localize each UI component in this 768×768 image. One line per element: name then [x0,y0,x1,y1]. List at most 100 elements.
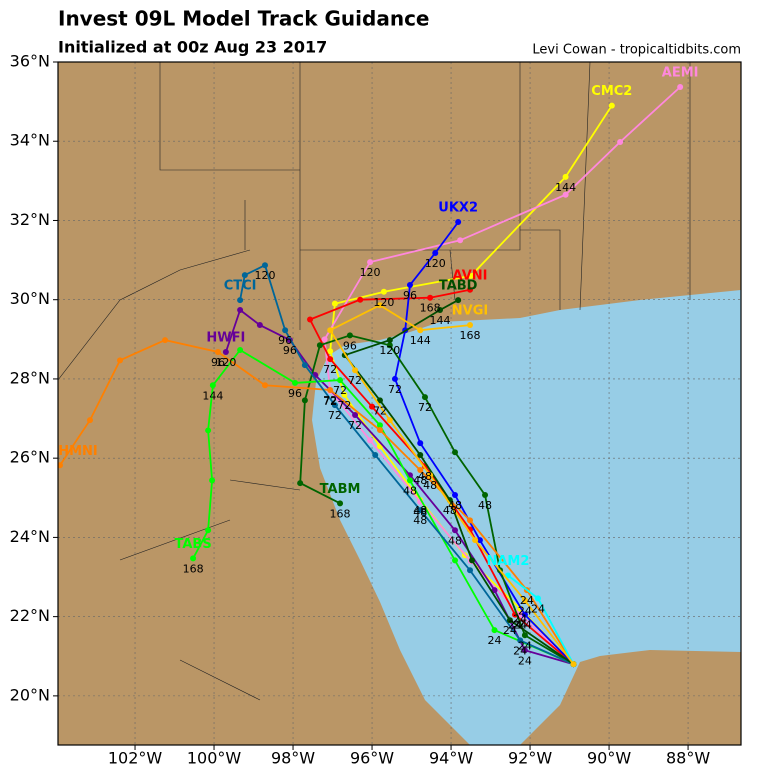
track-point [301,362,308,369]
hour-label: 72 [333,384,347,397]
track-point [427,294,434,301]
hour-label: 120 [215,356,236,369]
track-point [417,327,424,334]
labels: 24 48 72 120 144 CMC2 24 48 72 120 AEMI 24 48 72 168 AV… [58,65,698,667]
hour-label: 72 [323,363,337,376]
track-point [337,377,344,384]
track-point [457,237,464,244]
track-point [346,332,353,339]
model-name: AEMI [662,65,699,80]
hour-label: 48 [403,484,417,497]
track-point [352,367,359,374]
track-point [261,382,268,389]
track-point [372,452,379,459]
track-point [376,397,383,404]
track-point [341,391,348,398]
hour-label: 24 [518,654,532,667]
track-point [562,191,569,198]
track-point [534,595,541,602]
track-point [421,394,428,401]
hour-label: 168 [330,507,351,520]
grid: 102°W 100°W 98°W 96°W 94°W 92°W 90°W 88°W 20°N 22… [10,52,741,768]
hour-label: 120 [379,344,400,357]
hour-label: 72 [388,383,402,396]
track-point [386,417,393,424]
hour-label: 48 [443,504,457,517]
track-point [521,632,528,639]
hour-label: 24 [508,619,522,632]
x-tick-label: 102°W [108,749,163,768]
hour-label: 24 [520,594,534,607]
model-name: NAM2 [486,554,529,569]
hour-label: 72 [323,395,337,408]
track-point [190,555,197,562]
x-tick-label: 100°W [187,749,242,768]
track-point [331,402,338,409]
x-tick-label: 94°W [429,749,473,768]
track-point [301,397,308,404]
hour-label: 72 [323,394,337,407]
hour-label: 24 [513,644,527,657]
track-point [352,411,359,418]
track-point [327,387,334,394]
track-point [327,348,334,355]
track-point [58,462,63,469]
track-point [86,417,93,424]
track-point [209,382,216,389]
track-point [472,537,479,544]
model-name: CTCI [224,279,257,294]
track-point [521,611,528,618]
track-point [327,356,334,363]
track-point [570,661,577,668]
hour-label: 48 [418,470,432,483]
track-point [432,249,439,256]
hour-label: 72 [348,374,362,387]
hour-label: 24 [503,624,517,637]
track-point [162,337,169,344]
track-point [562,173,569,180]
model-name: HWFI [206,330,245,345]
track-point [467,286,474,293]
track-point [467,322,474,329]
hour-label: 24 [518,619,532,632]
track-point [369,403,376,410]
track-point [205,527,212,534]
chart-subtitle: Initialized at 00z Aug 23 2017 [58,38,327,57]
track-point [261,262,268,269]
track-point [417,467,424,474]
track-point [337,500,344,507]
hour-label: 24 [513,613,527,626]
hour-label: 48 [413,504,427,517]
hour-label: 48 [413,506,427,519]
track-point [417,507,424,514]
track-point [297,480,304,487]
hour-label: 96 [288,387,302,400]
y-tick-label: 24°N [10,527,50,546]
y-tick-label: 26°N [10,448,50,467]
track-point [491,587,498,594]
track-point [517,611,524,618]
track-point [417,440,424,447]
hour-label: 96 [343,339,357,352]
track-point [209,477,216,484]
track-point [205,427,212,434]
model-name: TABD [439,279,478,294]
model-name: HMNI [58,444,98,459]
model-name: NVGI [452,304,488,319]
hour-label: 144 [202,389,223,402]
track-point [117,357,124,364]
y-tick-label: 34°N [10,131,50,150]
track-point [222,348,229,355]
track-point [316,342,323,349]
track-point [292,379,299,386]
track-point [417,452,424,459]
y-tick-label: 28°N [10,368,50,387]
track-point [455,219,462,226]
track-point [214,348,221,355]
x-tick-label: 88°W [666,749,710,768]
track-point [467,272,474,279]
track-point [237,347,244,354]
track-point [367,259,374,266]
hour-label: 72 [328,409,342,422]
